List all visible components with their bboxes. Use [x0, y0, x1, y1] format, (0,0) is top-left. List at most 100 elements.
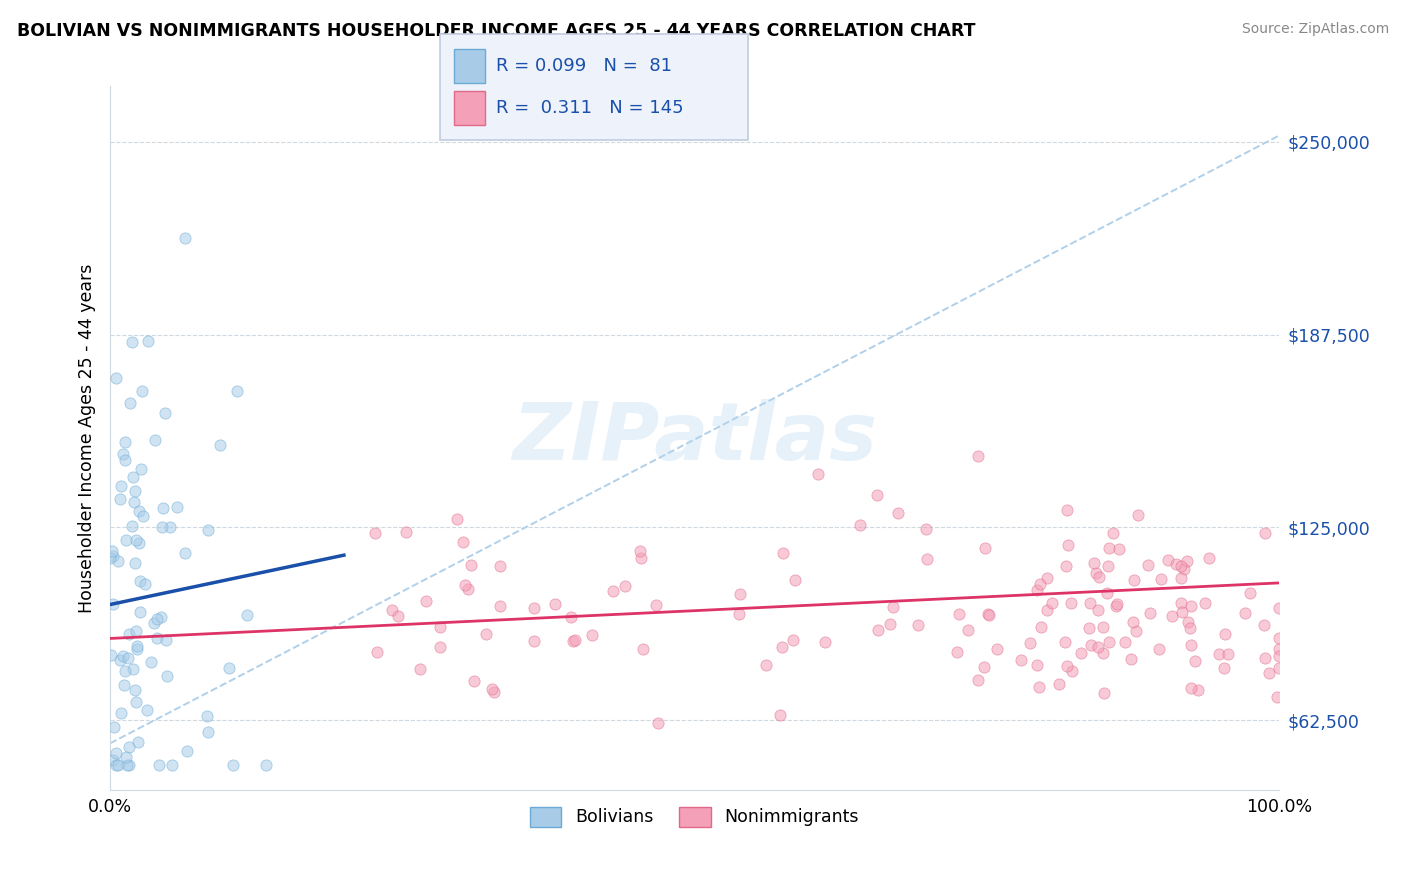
Point — [125, 624, 148, 638]
Text: BOLIVIAN VS NONIMMIGRANTS HOUSEHOLDER INCOME AGES 25 - 44 YEARS CORRELATION CHAR: BOLIVIAN VS NONIMMIGRANTS HOUSEHOLDER IN… — [17, 22, 976, 40]
Point — [973, 660, 995, 674]
Point — [103, 720, 125, 734]
Point — [195, 709, 218, 723]
Point — [145, 433, 167, 447]
Point — [1078, 621, 1101, 635]
Point — [1054, 559, 1077, 574]
Point — [1178, 621, 1201, 635]
Point — [560, 610, 582, 624]
Point — [986, 641, 1008, 656]
Point — [135, 703, 157, 717]
Point — [976, 607, 998, 622]
Point — [1122, 615, 1144, 629]
Point — [112, 678, 135, 692]
Point — [613, 579, 636, 593]
Point — [488, 558, 510, 573]
Y-axis label: Householder Income Ages 25 - 44 years: Householder Income Ages 25 - 44 years — [79, 263, 96, 613]
Point — [1137, 558, 1160, 572]
Point — [782, 633, 804, 648]
Point — [141, 656, 163, 670]
Point — [1170, 596, 1192, 610]
Point — [1234, 606, 1257, 620]
Point — [1164, 558, 1187, 572]
Point — [149, 609, 172, 624]
Point — [118, 627, 141, 641]
Point — [127, 735, 149, 749]
Point — [128, 503, 150, 517]
Point — [166, 500, 188, 515]
Point — [100, 648, 122, 662]
Point — [129, 574, 152, 588]
Point — [131, 384, 153, 398]
Point — [218, 661, 240, 675]
Point — [104, 371, 127, 385]
Point — [1105, 597, 1128, 611]
Point — [1101, 526, 1123, 541]
Point — [173, 546, 195, 560]
Point — [1083, 556, 1105, 570]
Point — [1114, 634, 1136, 648]
Point — [1060, 665, 1083, 679]
Point — [1080, 638, 1102, 652]
Point — [1208, 647, 1230, 661]
Point — [155, 633, 177, 648]
Point — [457, 582, 479, 597]
Point — [1157, 552, 1180, 566]
Point — [523, 600, 546, 615]
Point — [463, 674, 485, 689]
Point — [110, 706, 132, 721]
Point — [1161, 609, 1184, 624]
Point — [882, 599, 904, 614]
Point — [145, 631, 167, 645]
Point — [1175, 554, 1198, 568]
Point — [1177, 615, 1199, 629]
Point — [131, 508, 153, 523]
Point — [1268, 648, 1291, 663]
Point — [460, 558, 482, 573]
Point — [429, 640, 451, 655]
Point — [1085, 566, 1108, 580]
Point — [125, 642, 148, 657]
Point — [1056, 659, 1078, 673]
Point — [1092, 646, 1115, 660]
Point — [152, 500, 174, 515]
Point — [124, 556, 146, 570]
Point — [1125, 624, 1147, 639]
Point — [727, 607, 749, 621]
Point — [1253, 618, 1275, 632]
Point — [1198, 551, 1220, 566]
Point — [1265, 690, 1288, 705]
Point — [769, 708, 792, 723]
Point — [1087, 603, 1109, 617]
Point — [907, 618, 929, 632]
Text: R = 0.099   N =  81: R = 0.099 N = 81 — [496, 57, 672, 75]
Point — [730, 587, 752, 601]
Point — [1194, 596, 1216, 610]
Point — [124, 682, 146, 697]
Point — [105, 746, 128, 760]
Point — [977, 607, 1000, 622]
Point — [1268, 600, 1291, 615]
Point — [114, 664, 136, 678]
Point — [564, 633, 586, 648]
Point — [226, 384, 249, 398]
Point — [1268, 660, 1291, 674]
Point — [948, 607, 970, 622]
Point — [1087, 640, 1109, 654]
Point — [946, 645, 969, 659]
Point — [111, 447, 134, 461]
Point — [1035, 571, 1057, 585]
Point — [103, 753, 125, 767]
Point — [785, 573, 807, 587]
Point — [1040, 596, 1063, 610]
Text: R =  0.311   N = 145: R = 0.311 N = 145 — [496, 99, 683, 117]
Point — [197, 523, 219, 537]
Point — [1056, 539, 1078, 553]
Point — [630, 551, 652, 566]
Point — [1147, 641, 1170, 656]
Point — [122, 662, 145, 676]
Point — [1097, 586, 1119, 600]
Point — [914, 522, 936, 536]
Point — [222, 758, 245, 772]
Point — [1088, 570, 1111, 584]
